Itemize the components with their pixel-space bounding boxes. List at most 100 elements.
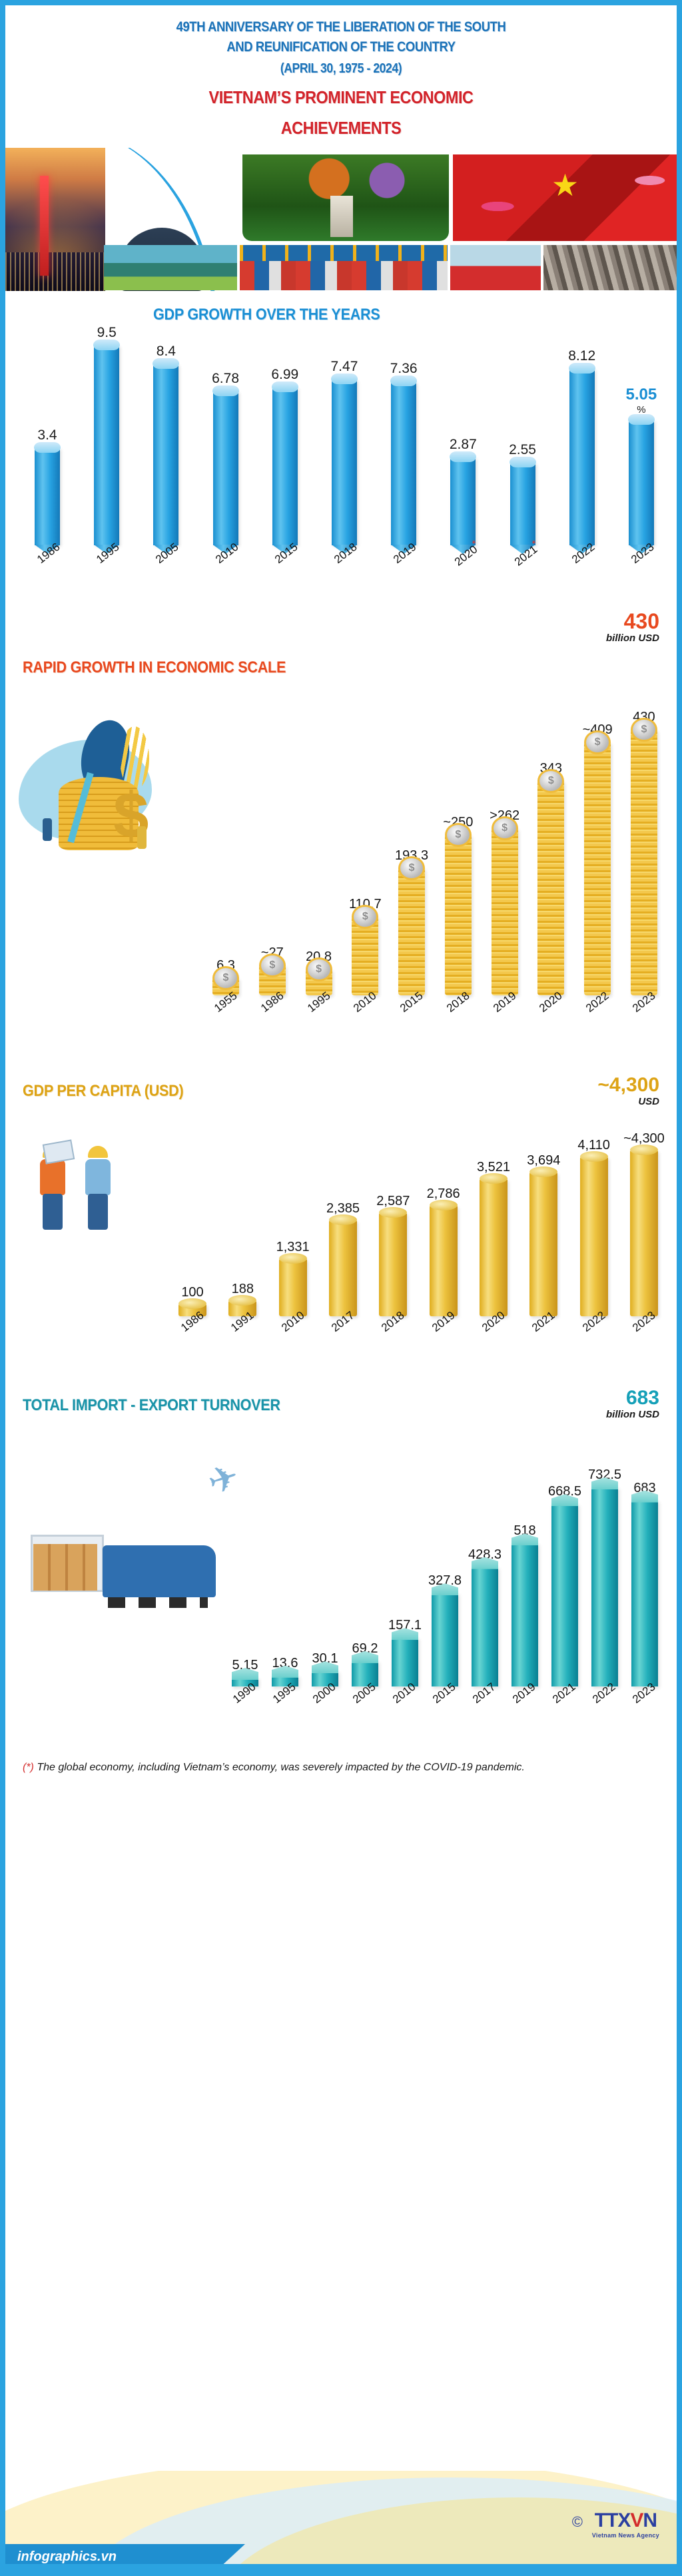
worker-body <box>85 1159 111 1195</box>
bar-column: 20.8 <box>298 949 340 995</box>
main-title-line-2: ACHIEVEMENTS <box>280 118 402 138</box>
bar <box>305 968 332 995</box>
photo-steel-factory <box>543 245 677 290</box>
x-axis-label: 1990 <box>225 1680 265 1741</box>
bar-column: 2.87 <box>446 437 480 554</box>
bar-value-label: 13.6 <box>272 1655 298 1671</box>
bar <box>491 827 518 995</box>
x-axis-label: 1991 <box>222 1309 263 1370</box>
chart-plot-import-export: 5.15 13.6 30.1 69.2 157.1 327.8 428.3 518 668.5 7… <box>225 1425 665 1686</box>
bar-column: >262 <box>484 808 525 995</box>
header-line-2: AND REUNIFICATION OF THE COUNTRY <box>226 39 456 55</box>
bar <box>450 451 477 554</box>
x-axis-label: 2023 <box>625 1680 665 1741</box>
bar-column: 343 <box>530 761 571 995</box>
bar <box>444 834 472 995</box>
x-axis-label: 2023 <box>623 989 665 1053</box>
bar <box>258 965 286 995</box>
bar-value-label: 5.05% <box>625 386 657 416</box>
bar <box>630 729 657 995</box>
ttxvn-logo-text: TTXVN <box>592 2509 659 2532</box>
bar-value-label: 8.12 <box>568 348 596 364</box>
bar-column: 3.4 <box>31 427 64 554</box>
bar-column: 668.5 <box>545 1484 585 1686</box>
bar <box>512 1543 538 1686</box>
bar-column: 2,385 <box>322 1201 364 1316</box>
publisher-logo: © TTXVN Vietnam News Agency <box>572 2509 659 2539</box>
x-axis-label: 2023 <box>625 541 658 596</box>
x-axis-label: 2010 <box>344 989 386 1053</box>
bar <box>537 780 565 995</box>
x-axis-label: 1995 <box>298 989 340 1053</box>
bar <box>631 1499 658 1686</box>
footer: © TTXVN Vietnam News Agency infographics… <box>5 2471 677 2571</box>
bar <box>509 456 536 554</box>
chart-title-gdp-growth: GDP GROWTH OVER THE YEARS <box>153 306 380 324</box>
footnote-text: The global economy, including Vietnam’s … <box>33 1762 525 1773</box>
photo-container-port <box>240 245 448 290</box>
highlight-gdp-per-capita: ~4,300 USD <box>597 1075 659 1107</box>
bar-value-label: ~4,300 <box>623 1131 665 1146</box>
bottom-blue-bar <box>5 2564 677 2571</box>
bar-value-label: 30.1 <box>312 1651 338 1667</box>
worker-legs <box>88 1194 108 1230</box>
bar-column: 2,786 <box>423 1186 464 1316</box>
x-axis-label: 2021 <box>523 1309 564 1370</box>
main-title-line-1: VIETNAM’S PROMINENT ECONOMIC <box>208 87 474 107</box>
person-figure <box>43 818 52 841</box>
x-axis-label: 2019 <box>387 541 420 596</box>
chart-xaxis-import-export: 1990 1995 2000 2005 2010 2015 2017 2019 2021 2022… <box>225 1680 665 1741</box>
worker-legs <box>43 1194 63 1230</box>
bar-column: 8.4 <box>149 343 182 554</box>
bar <box>272 1674 298 1686</box>
bar-value-label: 8.4 <box>156 343 176 359</box>
bar-value-label: 668.5 <box>547 1484 582 1499</box>
bar-value-label: 7.47 <box>330 359 358 375</box>
x-axis-label: 2005 <box>345 1680 385 1741</box>
logo-part-1: TTX <box>594 2509 631 2531</box>
bar <box>352 1660 378 1686</box>
bar-value-label: 2,587 <box>376 1194 410 1208</box>
site-url: infographics.vn <box>17 2549 117 2564</box>
footnote-marker: (*) <box>23 1762 34 1773</box>
x-axis-label: 2015 <box>425 1680 465 1741</box>
highlight-unit-import-export: billion USD <box>606 1409 659 1420</box>
bar-value-label: 6.99 <box>271 367 299 383</box>
logo-part-2: V <box>630 2509 643 2531</box>
highlight-import-export: 683 billion USD <box>606 1388 659 1420</box>
chart-xaxis-economic-scale: 1955 1986 1995 2010 2015 2018 2019 2020 2022 2023 <box>205 989 665 1053</box>
photo-collage <box>5 148 677 291</box>
bar-column: 6.99 <box>268 367 302 554</box>
x-axis-label: 1995 <box>90 541 123 596</box>
illustration-logistics: ✈ <box>23 1455 244 1625</box>
bar-value-label: 428.3 <box>468 1547 502 1562</box>
bar-value-label: 2,786 <box>426 1186 460 1202</box>
bar-column: 3,521 <box>473 1160 514 1316</box>
x-axis-label: 2017 <box>322 1309 364 1370</box>
header-line-1: 49TH ANNIVERSARY OF THE LIBERATION OF TH… <box>176 19 506 35</box>
leaf-shape <box>120 726 149 790</box>
chart-xaxis-gdp-growth: 1986 1995 2005 2010 2015 2018 2019 2020* 2021* 20… <box>31 538 658 596</box>
bar-column: 732.5 <box>585 1467 625 1686</box>
bar-column: 5.05% <box>625 386 658 554</box>
bar-value-label: 188 <box>231 1281 254 1296</box>
x-axis-label: 2021 <box>545 1680 585 1741</box>
bar-value-label: 1,331 <box>276 1239 310 1254</box>
bar-column: 6.78 <box>209 371 242 554</box>
x-axis-label: 2022 <box>585 1680 625 1741</box>
x-axis-label: 1986 <box>252 989 293 1053</box>
bar-column: 157.1 <box>385 1618 425 1686</box>
bar <box>568 362 595 554</box>
bar <box>579 1151 608 1316</box>
bar <box>479 1172 508 1316</box>
bar-column: 13.6 <box>265 1656 305 1686</box>
bar <box>627 414 655 554</box>
illustration-engineers <box>25 1119 152 1232</box>
x-axis-label: 2000 <box>305 1680 345 1741</box>
chart-plot-economic-scale: 6.3~2720.8110.7193.3~250>262343~409430 <box>205 633 665 995</box>
x-axis-label: 2018 <box>328 541 361 596</box>
copyright-icon: © <box>571 2513 583 2530</box>
bar-column: 9.5 <box>90 325 123 554</box>
x-axis-label: 1986 <box>172 1309 213 1370</box>
photo-coastline <box>104 245 237 290</box>
